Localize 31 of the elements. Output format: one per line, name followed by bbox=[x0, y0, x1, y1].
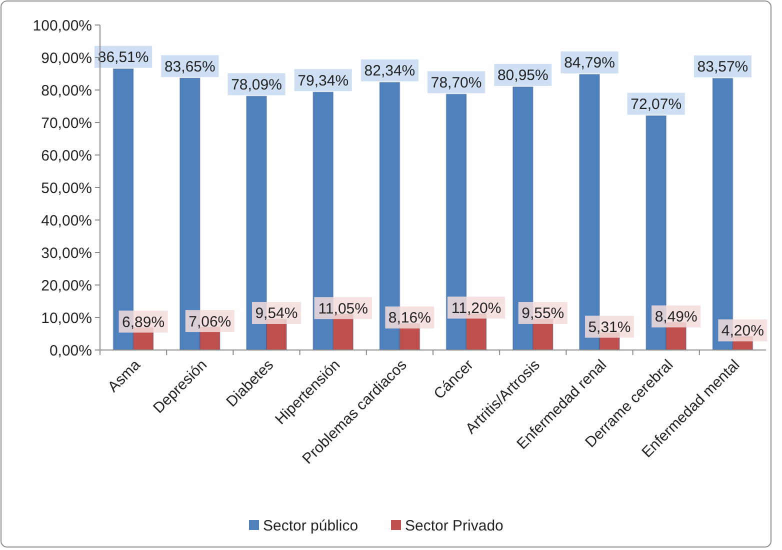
y-tick-label: 10,00% bbox=[41, 310, 92, 327]
y-tick-label: 80,00% bbox=[41, 82, 92, 100]
data-label: 79,34% bbox=[298, 72, 349, 90]
data-label: 72,07% bbox=[630, 96, 682, 114]
y-tick-label: 0,00% bbox=[49, 342, 92, 360]
data-label: 6,89% bbox=[122, 314, 165, 331]
data-label: 8,49% bbox=[654, 308, 698, 326]
y-tick-label: 100,00% bbox=[32, 17, 92, 34]
data-label: 83,57% bbox=[697, 58, 748, 76]
data-label: 7,06% bbox=[188, 313, 232, 330]
legend-label: Sector público bbox=[263, 517, 358, 534]
y-tick-label: 70,00% bbox=[41, 114, 92, 132]
y-tick-label: 60,00% bbox=[41, 147, 92, 164]
data-label: 9,55% bbox=[522, 305, 564, 322]
y-tick-label: 30,00% bbox=[41, 244, 92, 262]
data-label: 83,65% bbox=[164, 58, 216, 76]
data-label: 8,16% bbox=[388, 310, 431, 327]
y-tick-label: 20,00% bbox=[41, 277, 92, 294]
data-label: 78,09% bbox=[231, 76, 282, 94]
data-label: 4,20% bbox=[721, 322, 764, 340]
data-label: 11,20% bbox=[451, 300, 502, 317]
data-label: 80,95% bbox=[497, 67, 548, 84]
y-tick-label: 40,00% bbox=[41, 212, 92, 230]
y-tick-label: 90,00% bbox=[41, 50, 92, 67]
data-label: 82,34% bbox=[364, 62, 416, 80]
legend-label: Sector Privado bbox=[405, 517, 504, 534]
data-label: 84,79% bbox=[564, 54, 615, 72]
y-tick-label: 50,00% bbox=[41, 180, 92, 197]
data-label: 86,51% bbox=[98, 49, 149, 66]
data-label: 11,05% bbox=[318, 300, 368, 318]
data-label: 78,70% bbox=[430, 74, 482, 92]
